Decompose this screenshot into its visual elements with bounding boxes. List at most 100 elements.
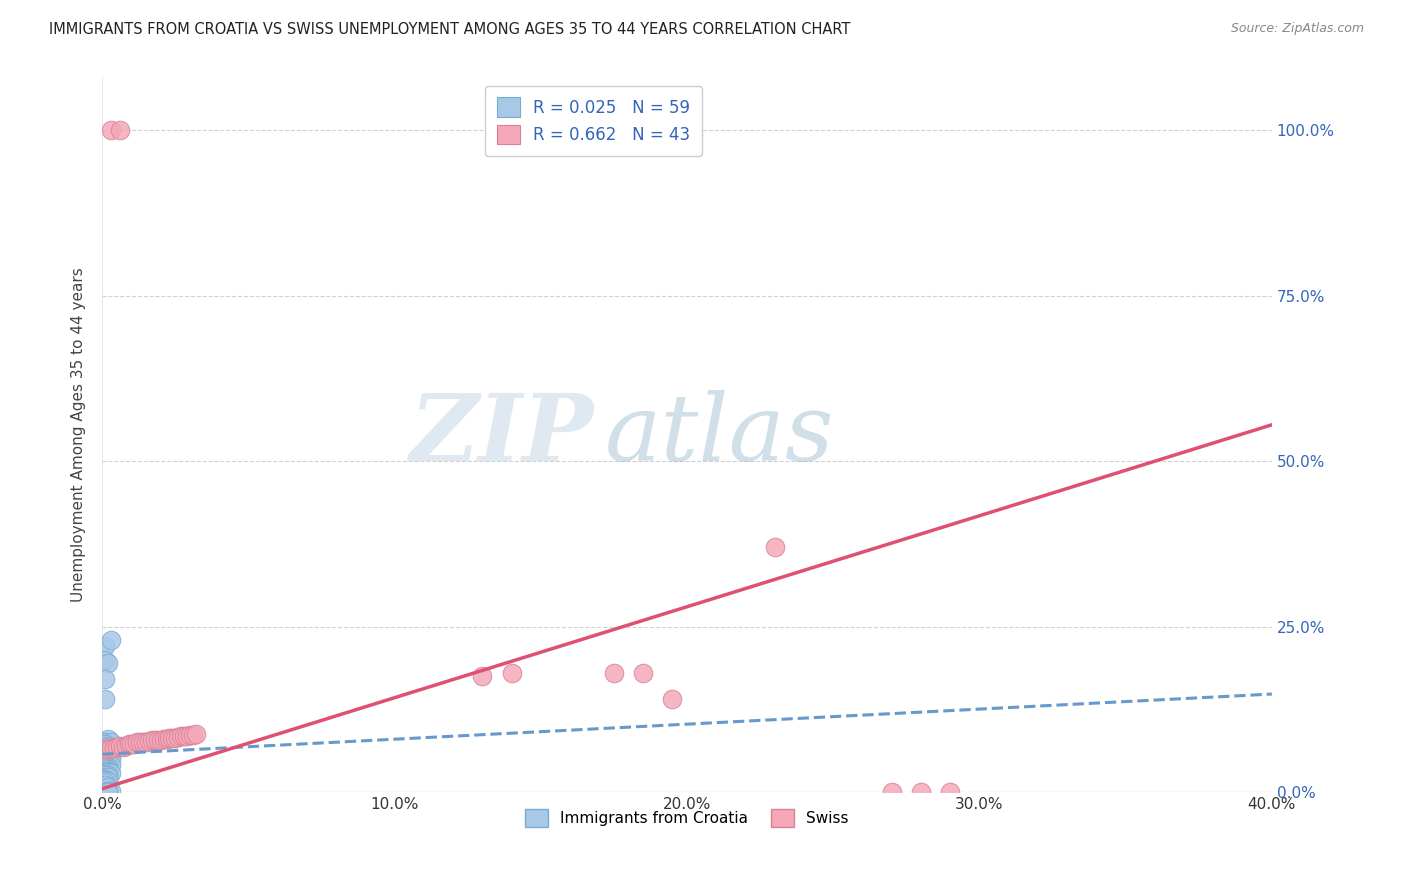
Point <box>97 656 120 670</box>
Point <box>129 735 152 749</box>
Point <box>97 739 120 753</box>
Point <box>94 737 117 751</box>
Point <box>135 734 157 748</box>
Point <box>179 728 201 742</box>
Point <box>94 771 117 785</box>
Point <box>159 731 181 745</box>
Point <box>97 752 120 766</box>
Point <box>97 785 120 799</box>
Point <box>94 692 117 706</box>
Point <box>94 752 117 766</box>
Point <box>97 744 120 758</box>
Point <box>143 733 166 747</box>
Point <box>94 757 117 772</box>
Point <box>141 733 163 747</box>
Point <box>132 734 155 748</box>
Point <box>100 753 122 767</box>
Text: atlas: atlas <box>605 390 835 480</box>
Point <box>152 732 174 747</box>
Point <box>94 739 117 754</box>
Point <box>138 734 160 748</box>
Point <box>100 747 122 761</box>
Point <box>176 729 198 743</box>
Point <box>103 740 125 755</box>
Point <box>149 732 172 747</box>
Y-axis label: Unemployment Among Ages 35 to 44 years: Unemployment Among Ages 35 to 44 years <box>72 268 86 602</box>
Point <box>94 762 117 776</box>
Point <box>97 748 120 763</box>
Point <box>763 540 786 554</box>
Point <box>108 123 131 137</box>
Point <box>124 737 146 751</box>
Point <box>94 640 117 654</box>
Text: Source: ZipAtlas.com: Source: ZipAtlas.com <box>1230 22 1364 36</box>
Point <box>94 785 117 799</box>
Point <box>117 737 139 751</box>
Point <box>165 731 187 745</box>
Point <box>100 758 122 772</box>
Point <box>146 732 169 747</box>
Point <box>100 748 122 763</box>
Point <box>167 730 190 744</box>
Point <box>97 760 120 774</box>
Point <box>173 729 195 743</box>
Point <box>94 767 117 781</box>
Point <box>100 766 122 780</box>
Point <box>939 785 962 799</box>
Point <box>910 785 932 799</box>
Point <box>100 740 122 755</box>
Point <box>111 739 134 754</box>
Point <box>94 743 117 757</box>
Point <box>94 747 117 762</box>
Point <box>100 123 122 137</box>
Point <box>661 692 683 706</box>
Point <box>94 775 117 789</box>
Point <box>97 765 120 780</box>
Point <box>97 732 120 747</box>
Point <box>97 745 120 759</box>
Point <box>94 768 117 782</box>
Point <box>94 750 117 764</box>
Point <box>94 735 117 749</box>
Point <box>97 762 120 776</box>
Point <box>94 785 117 799</box>
Point <box>97 768 120 782</box>
Point <box>100 783 122 797</box>
Point <box>181 728 204 742</box>
Text: IMMIGRANTS FROM CROATIA VS SWISS UNEMPLOYMENT AMONG AGES 35 TO 44 YEARS CORRELAT: IMMIGRANTS FROM CROATIA VS SWISS UNEMPLO… <box>49 22 851 37</box>
Point <box>94 765 117 780</box>
Point <box>94 760 117 774</box>
Point <box>162 731 184 745</box>
Point <box>97 742 120 756</box>
Point <box>94 754 117 768</box>
Point <box>97 784 120 798</box>
Point <box>880 785 903 799</box>
Point <box>94 742 117 756</box>
Point <box>184 727 207 741</box>
Point <box>120 737 142 751</box>
Point <box>100 735 122 749</box>
Point <box>100 742 122 756</box>
Point <box>105 739 128 754</box>
Point <box>97 757 120 772</box>
Point <box>97 774 120 789</box>
Point <box>94 653 117 667</box>
Point <box>170 730 193 744</box>
Point <box>94 755 117 769</box>
Point <box>94 758 117 772</box>
Point <box>94 772 117 787</box>
Point <box>94 673 117 687</box>
Point <box>94 772 117 786</box>
Point <box>97 780 120 794</box>
Point <box>97 742 120 756</box>
Point <box>97 755 120 769</box>
Point <box>94 764 117 778</box>
Point <box>155 732 177 747</box>
Point <box>97 771 120 785</box>
Point <box>97 764 120 778</box>
Legend: Immigrants from Croatia, Swiss: Immigrants from Croatia, Swiss <box>517 801 856 834</box>
Point <box>631 665 654 680</box>
Point <box>97 750 120 764</box>
Point <box>127 735 149 749</box>
Point <box>501 665 523 680</box>
